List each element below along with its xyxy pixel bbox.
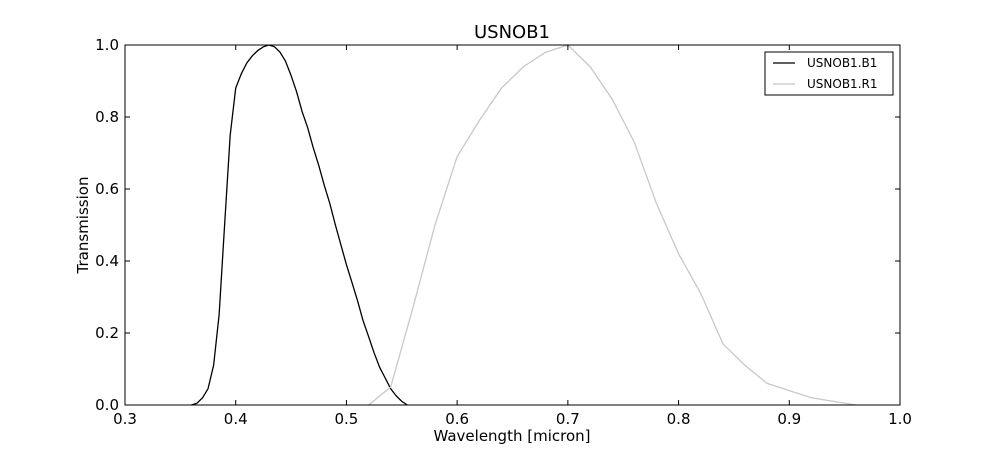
y-tick-label: 0.6	[95, 180, 119, 198]
x-tick-label: 0.8	[667, 410, 691, 428]
series-line-1	[368, 44, 856, 406]
x-tick-label: 0.9	[777, 410, 801, 428]
x-tick-label: 0.6	[445, 410, 469, 428]
chart-title: USNOB1	[474, 22, 550, 43]
x-tick-label: 0.7	[556, 410, 580, 428]
ticks-layer: 0.3 0.4 0.5 0.6 0.7 0.8 0.9 1.0 0.0 0.2 0.4 0.6 0.8 1…	[95, 36, 912, 428]
plot-frame	[124, 44, 901, 406]
y-tick-label: 0.2	[95, 324, 119, 342]
legend: USNOB1.B1 USNOB1.R1	[764, 51, 894, 96]
y-axis-title: Transmission	[74, 177, 92, 275]
legend-label-1: USNOB1.R1	[807, 77, 877, 91]
y-tick-label: 0.8	[95, 108, 119, 126]
legend-frame	[764, 51, 894, 96]
y-tick-label: 0.0	[95, 396, 119, 414]
y-tick-label: 1.0	[95, 36, 119, 54]
series-layer	[191, 44, 856, 406]
x-tick-label: 0.3	[113, 410, 137, 428]
legend-label-0: USNOB1.B1	[807, 56, 877, 70]
x-tick-label: 0.5	[334, 410, 358, 428]
x-tick-label: 1.0	[888, 410, 912, 428]
x-axis-title: Wavelength [micron]	[433, 427, 590, 445]
y-tick-label: 0.4	[95, 252, 119, 270]
x-tick-label: 0.4	[224, 410, 248, 428]
series-line-0	[191, 44, 408, 406]
